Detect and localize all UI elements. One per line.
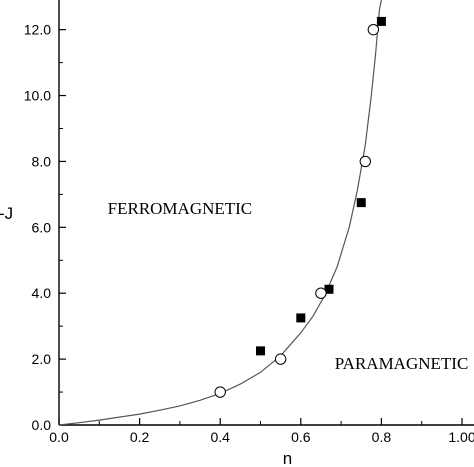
x-tick-label: 0.2 <box>130 429 150 445</box>
y-axis-ticks: 0.0 2.0 4.0 6.0 8.0 10.0 12.0 <box>24 22 66 433</box>
y-tick-label: 2.0 <box>32 351 52 367</box>
open-circle-point <box>367 23 380 36</box>
x-axis-label: n <box>283 449 292 467</box>
filled-square-point <box>376 16 386 26</box>
annotation-layer: FERROMAGNETIC PARAMAGNETIC <box>108 199 469 373</box>
x-tick-label: 0.6 <box>291 429 311 445</box>
x-axis-ticks: 0.0 0.2 0.4 0.6 0.8 1.00 <box>49 418 474 445</box>
x-tick-label: 1.00 <box>448 429 474 445</box>
filled-square-point <box>296 313 306 323</box>
y-tick-label: 0.0 <box>32 417 52 433</box>
open-circle-point <box>359 155 371 168</box>
filled-square-point <box>356 198 366 208</box>
open-circle-point <box>214 386 226 398</box>
filled-square-point <box>256 346 265 356</box>
y-axis-label: -J <box>0 204 13 223</box>
y-tick-label: 10.0 <box>24 88 51 104</box>
x-tick-label: 0.8 <box>372 429 392 445</box>
x-tick-label: 0.4 <box>210 429 230 445</box>
y-tick-label: 12.0 <box>24 22 51 38</box>
open-circle-point <box>315 287 327 299</box>
filled-square-point <box>324 284 334 294</box>
x-tick-label: 0.0 <box>49 429 69 445</box>
marker-layer <box>214 16 386 398</box>
open-circle-point <box>274 353 287 365</box>
region-label-ferromagnetic: FERROMAGNETIC <box>108 199 253 218</box>
plot-frame <box>58 0 474 426</box>
y-tick-label: 4.0 <box>32 285 52 301</box>
y-tick-label: 8.0 <box>32 153 52 169</box>
y-tick-label: 6.0 <box>32 219 52 235</box>
region-label-paramagnetic: PARAMAGNETIC <box>335 354 469 373</box>
